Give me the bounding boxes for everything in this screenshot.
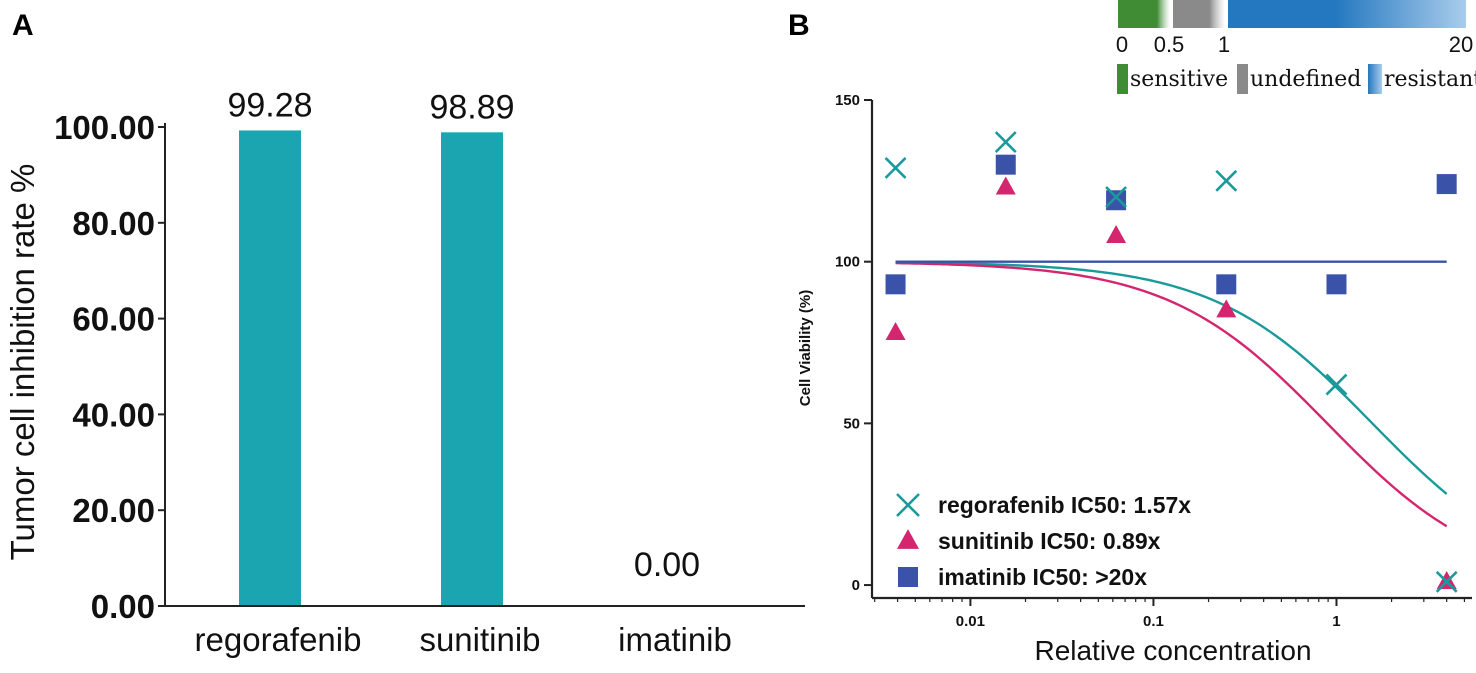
point-regorafenib-0 bbox=[884, 156, 907, 179]
dose-response-panel-b: Cell Viability (%) Relative concentratio… bbox=[797, 92, 1472, 666]
fit-curve-regorafenib bbox=[895, 261, 1448, 495]
y-tick-label-a-5: 100.00 bbox=[54, 109, 155, 146]
panel-label-a: A bbox=[12, 9, 34, 42]
x-axis-label-b: Relative concentration bbox=[1034, 635, 1311, 666]
x-tick-label-b-2: 1 bbox=[1332, 613, 1340, 630]
point-imatinib-3 bbox=[1216, 274, 1237, 295]
scale-legend-sensitive: sensitive bbox=[1130, 67, 1228, 92]
point-imatinib-4 bbox=[1326, 274, 1347, 295]
legend-label-imatinib: imatinib IC50: >20x bbox=[938, 564, 1147, 590]
y-axis-label-a: Tumor cell inhibition rate % bbox=[4, 164, 41, 561]
scale-bar-resistant bbox=[1228, 0, 1466, 28]
scale-tick-1: 1 bbox=[1218, 32, 1230, 57]
x-tick-label-b-0: 0.01 bbox=[956, 613, 985, 630]
panel-label-b: B bbox=[788, 9, 810, 42]
scale-tick-0-5: 0.5 bbox=[1154, 32, 1185, 57]
scale-legend-resistant: resistant bbox=[1384, 67, 1476, 92]
bar-chart-panel-a: Tumor cell inhibition rate % 0.00 20.00 40… bbox=[4, 86, 805, 658]
point-imatinib-1 bbox=[995, 154, 1016, 175]
y-tick-label-b-0: 0 bbox=[852, 577, 860, 594]
bar-value-label-imatinib: 0.00 bbox=[634, 546, 700, 584]
x-category-label-imatinib: imatinib bbox=[618, 621, 732, 658]
scale-legend-swatch-undefined bbox=[1237, 64, 1248, 94]
scale-legend-swatch-resistant bbox=[1368, 64, 1382, 94]
point-sunitinib-2 bbox=[1106, 225, 1127, 244]
point-regorafenib-1-stroke-2 bbox=[994, 131, 1017, 153]
legend-b: regorafenib IC50: 1.57x sunitinib IC50: 0… bbox=[896, 492, 1191, 590]
point-sunitinib-0 bbox=[885, 322, 906, 341]
bars-a: 99.28 regorafenib 98.89 sunitinib 0.00 imatin… bbox=[195, 86, 732, 658]
bar-value-label-sunitinib: 98.89 bbox=[429, 88, 514, 126]
fit-curve-sunitinib bbox=[895, 261, 1448, 528]
bar-value-label-regorafenib: 99.28 bbox=[227, 86, 312, 124]
x-category-label-regorafenib: regorafenib bbox=[195, 621, 362, 658]
point-imatinib-5 bbox=[1436, 174, 1457, 195]
scale-tick-20: 20 bbox=[1449, 32, 1473, 57]
y-axis-label-b: Cell Viability (%) bbox=[797, 290, 814, 406]
scale-tick-0: 0 bbox=[1116, 32, 1128, 57]
point-regorafenib-5-stroke-2 bbox=[1435, 570, 1458, 593]
y-tick-label-a-1: 20.00 bbox=[72, 492, 155, 529]
point-regorafenib-3-stroke-2 bbox=[1215, 169, 1238, 192]
scale-legend-swatch-sensitive bbox=[1117, 64, 1128, 94]
axes-b: 0 50 100 150 0.01 0.1 1 bbox=[835, 92, 1472, 630]
y-tick-label-a-3: 60.00 bbox=[72, 301, 155, 338]
legend-marker-regorafenib-stroke-2 bbox=[896, 493, 920, 517]
scale-bar-sensitive bbox=[1118, 0, 1170, 28]
point-imatinib-2 bbox=[1106, 190, 1127, 211]
y-tick-label-a-4: 80.00 bbox=[72, 205, 155, 242]
y-tick-label-b-2: 100 bbox=[835, 254, 860, 271]
point-regorafenib-5 bbox=[1435, 570, 1458, 593]
y-tick-label-b-3: 150 bbox=[835, 92, 860, 109]
point-sunitinib-1 bbox=[995, 176, 1016, 195]
data-points-b bbox=[884, 131, 1458, 593]
x-tick-label-b-1: 0.1 bbox=[1143, 613, 1164, 630]
point-regorafenib-2 bbox=[1105, 186, 1128, 208]
point-sunitinib-3 bbox=[1216, 299, 1237, 318]
x-category-label-sunitinib: sunitinib bbox=[419, 621, 540, 658]
y-tick-label-a-0: 0.00 bbox=[91, 588, 155, 625]
bar-regorafenib bbox=[239, 130, 301, 607]
legend-label-sunitinib: sunitinib IC50: 0.89x bbox=[938, 528, 1161, 554]
ic50-scale: 0 0.5 1 20 sensitive undefined resistant bbox=[1116, 0, 1476, 94]
bar-sunitinib bbox=[441, 132, 503, 606]
legend-marker-sunitinib bbox=[897, 529, 919, 549]
y-tick-label-b-1: 50 bbox=[843, 415, 860, 432]
legend-marker-imatinib bbox=[898, 567, 918, 587]
y-tick-label-a-2: 40.00 bbox=[72, 396, 155, 433]
point-regorafenib-0-stroke-2 bbox=[884, 156, 907, 179]
point-regorafenib-4-stroke-2 bbox=[1325, 373, 1348, 396]
y-ticks-a: 0.00 20.00 40.00 60.00 80.00 100.00 bbox=[54, 109, 165, 625]
legend-label-regorafenib: regorafenib IC50: 1.57x bbox=[938, 492, 1191, 518]
point-regorafenib-1 bbox=[994, 131, 1017, 153]
point-imatinib-0 bbox=[885, 274, 906, 295]
fit-curves-b bbox=[895, 260, 1448, 528]
scale-legend-undefined: undefined bbox=[1250, 67, 1361, 92]
point-regorafenib-4 bbox=[1325, 373, 1348, 396]
point-regorafenib-3 bbox=[1215, 169, 1238, 192]
legend-marker-regorafenib bbox=[896, 493, 920, 517]
point-regorafenib-2-stroke-2 bbox=[1105, 186, 1128, 208]
scale-bar-undefined bbox=[1173, 0, 1225, 28]
